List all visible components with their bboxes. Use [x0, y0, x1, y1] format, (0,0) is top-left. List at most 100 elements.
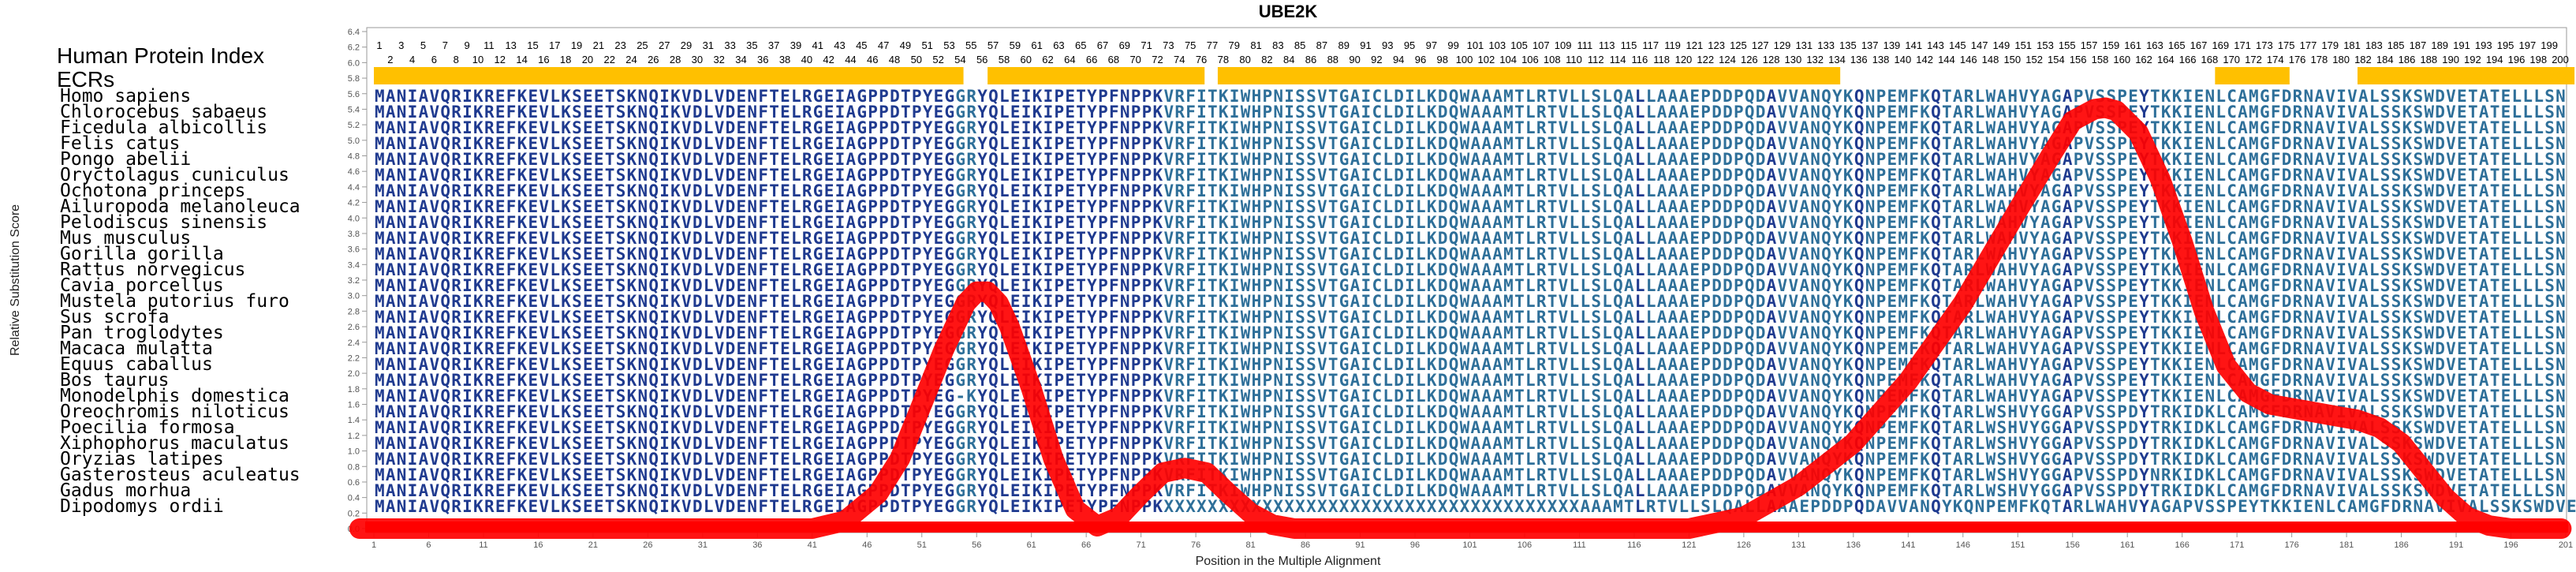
- index-number: 172: [2245, 54, 2262, 65]
- sequence-row: MANIAVQRIKREFKEVLKSEETSKNQIKVDLVDENFTELR…: [375, 213, 2566, 232]
- index-number: 94: [1393, 54, 1404, 65]
- y-tick-label: 0.8: [348, 462, 360, 472]
- y-tick-label: 5.6: [348, 90, 360, 99]
- x-tick-label: 166: [2175, 540, 2189, 550]
- y-tick-label: 3.6: [348, 245, 360, 255]
- index-number: 38: [779, 54, 790, 65]
- species-label: Monodelphis domestica: [60, 386, 289, 406]
- y-tick-label: 3.4: [348, 260, 360, 270]
- index-number: 23: [614, 39, 625, 51]
- index-number: 123: [1708, 39, 1725, 51]
- index-number: 28: [670, 54, 681, 65]
- index-number: 122: [1697, 54, 1714, 65]
- index-number: 135: [1839, 39, 1857, 51]
- index-number: 37: [768, 39, 779, 51]
- x-tick-label: 21: [588, 540, 598, 550]
- species-label: Rattus norvegicus: [60, 260, 245, 280]
- index-number: 32: [713, 54, 724, 65]
- index-number: 166: [2179, 54, 2197, 65]
- index-number: 119: [1664, 39, 1681, 51]
- score-line: [349, 97, 2572, 539]
- x-tick-label: 176: [2284, 540, 2298, 550]
- index-number: 83: [1272, 39, 1283, 51]
- index-number: 19: [571, 39, 582, 51]
- species-label: Oreochromis niloticus: [60, 402, 289, 422]
- ecr-bar: [987, 67, 1205, 84]
- chart-title: UBE2K: [1259, 2, 1318, 21]
- index-number: 175: [2278, 39, 2295, 51]
- index-number: 25: [637, 39, 648, 51]
- index-number: 22: [604, 54, 615, 65]
- index-number: 153: [2037, 39, 2054, 51]
- x-tick-label: 66: [1081, 540, 1091, 550]
- sequence-row: MANIAVQRIKREFKEVLKSEETSKNQIKVDLVDENFTELR…: [375, 276, 2566, 295]
- x-tick-label: 151: [2010, 540, 2025, 550]
- index-number: 148: [1982, 54, 1999, 65]
- index-number: 161: [2124, 39, 2141, 51]
- index-number: 150: [2003, 54, 2021, 65]
- index-number: 151: [2014, 39, 2032, 51]
- y-tick-label: 6.0: [348, 58, 360, 68]
- y-tick-label: 2.4: [348, 338, 360, 348]
- index-number: 162: [2135, 54, 2152, 65]
- index-number: 66: [1086, 54, 1097, 65]
- index-number: 26: [648, 54, 659, 65]
- index-number: 126: [1741, 54, 1758, 65]
- index-number: 74: [1174, 54, 1185, 65]
- sequence-row: MANIAVQRIKREFKEVLKSEETSKNQIKVDLVDENFTELR…: [375, 166, 2566, 185]
- y-tick-label: 4.0: [348, 214, 360, 223]
- index-number: 115: [1621, 39, 1637, 51]
- sequence-row: MANIAVQRIKREFKEVLKSEETSKNQIKVDLVDENFTELR…: [375, 181, 2566, 200]
- index-number: 4: [409, 54, 415, 65]
- index-number: 136: [1850, 54, 1868, 65]
- index-number: 54: [954, 54, 965, 65]
- y-axis-label: Relative Substitution Score: [9, 204, 22, 356]
- sequence-row: MANIAVQRIKREFKEVLKSEETSKNQIKVDLVDENFTELR…: [375, 150, 2566, 169]
- index-number: 92: [1371, 54, 1382, 65]
- index-number: 129: [1774, 39, 1791, 51]
- species-label: Chlorocebus sabaeus: [60, 102, 267, 122]
- index-number: 82: [1261, 54, 1272, 65]
- index-number: 1: [376, 39, 382, 51]
- index-number: 102: [1477, 54, 1495, 65]
- index-number: 71: [1141, 39, 1152, 51]
- index-number: 61: [1031, 39, 1042, 51]
- index-number: 179: [2321, 39, 2339, 51]
- species-label: Dipodomys ordii: [60, 496, 224, 517]
- index-number: 127: [1752, 39, 1769, 51]
- y-tick-label: 0.6: [348, 478, 360, 488]
- sequence-row: MANIAVQRIKREFKEVLKSEETSKNQIKVDLVDENFTELR…: [375, 260, 2566, 279]
- y-tick-label: 6.2: [348, 43, 360, 53]
- index-number: 171: [2234, 39, 2251, 51]
- index-number: 10: [472, 54, 483, 65]
- species-label: Gorilla gorilla: [60, 244, 224, 264]
- index-number: 59: [1010, 39, 1021, 51]
- index-number: 56: [976, 54, 987, 65]
- index-number: 200: [2552, 54, 2569, 65]
- y-tick-label: 2.8: [348, 307, 360, 316]
- x-tick-label: 171: [2230, 540, 2244, 550]
- index-number: 174: [2267, 54, 2284, 65]
- species-label: Gasterosteus aculeatus: [60, 465, 301, 485]
- species-label: Mustela putorius furo: [60, 291, 289, 312]
- index-number: 180: [2332, 54, 2350, 65]
- species-label: Pan troglodytes: [60, 323, 224, 343]
- index-number: 49: [900, 39, 911, 51]
- species-label: Gadus morhua: [60, 480, 191, 501]
- sequence-row: MANIAVQRIKREFKEVLKSEETSKNQIKVDLVDENFTELR…: [375, 103, 2566, 122]
- index-number: 113: [1599, 39, 1615, 51]
- species-label: Oryctolagus cuniculus: [60, 165, 289, 185]
- index-number: 30: [692, 54, 703, 65]
- index-number: 85: [1294, 39, 1305, 51]
- x-tick-label: 131: [1791, 540, 1805, 550]
- index-number: 152: [2025, 54, 2043, 65]
- index-number: 67: [1097, 39, 1108, 51]
- index-number: 29: [681, 39, 692, 51]
- x-tick-label: 76: [1191, 540, 1200, 550]
- index-number: 142: [1916, 54, 1933, 65]
- sequence-row: MANIAVQRIKREFKEVLKSEETSKNQIKVDLVDENFTELR…: [375, 497, 2576, 516]
- y-tick-label: 5.0: [348, 136, 360, 146]
- x-tick-label: 6: [426, 540, 431, 550]
- y-tick-label: 4.4: [348, 183, 360, 193]
